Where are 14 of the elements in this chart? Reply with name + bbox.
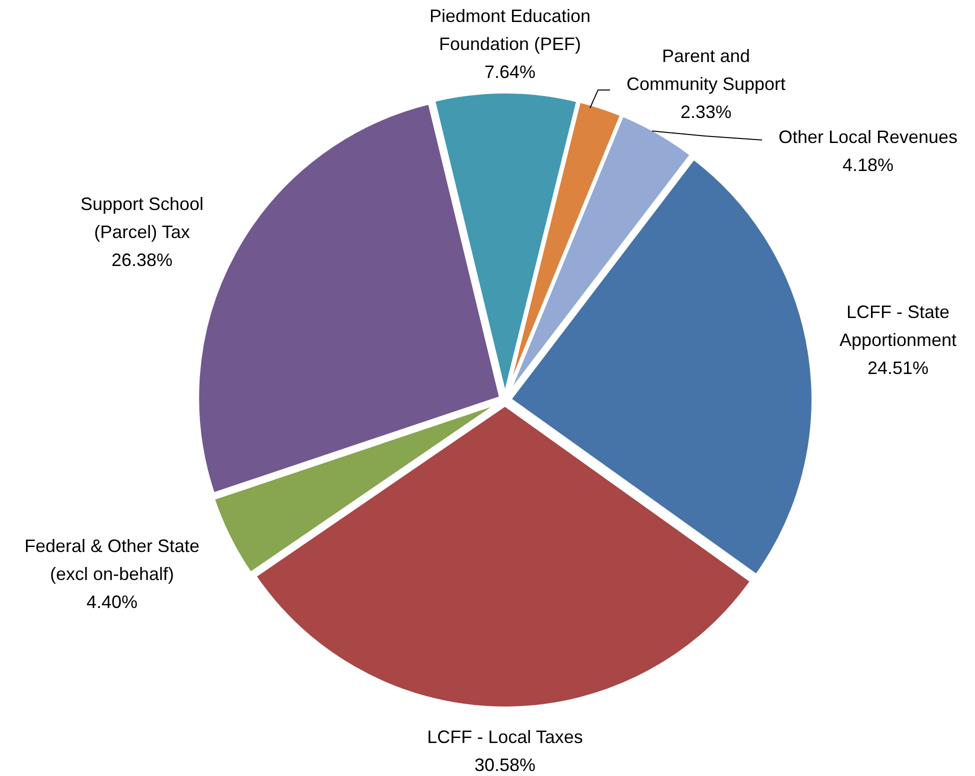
data-label: 4.18% bbox=[842, 155, 894, 175]
slice-label: Parent and Community Support bbox=[626, 46, 786, 94]
data-label: 30.58% bbox=[474, 755, 536, 775]
data-label: 7.64% bbox=[484, 62, 536, 82]
data-label: 4.40% bbox=[86, 592, 138, 612]
data-label: 2.33% bbox=[680, 102, 732, 122]
slice-label: Piedmont Education Foundation (PEF) bbox=[429, 6, 591, 54]
data-label: 26.38% bbox=[111, 250, 173, 270]
slice-label: LCFF - State Apportionment bbox=[839, 302, 957, 350]
slice-label: Support School (Parcel) Tax bbox=[80, 194, 204, 242]
data-label: 24.51% bbox=[867, 358, 929, 378]
slice-label: Federal & Other State (excl on-behalf) bbox=[24, 536, 200, 584]
slice-label: LCFF - Local Taxes bbox=[427, 727, 583, 747]
slice-label: Other Local Revenues bbox=[778, 127, 958, 147]
